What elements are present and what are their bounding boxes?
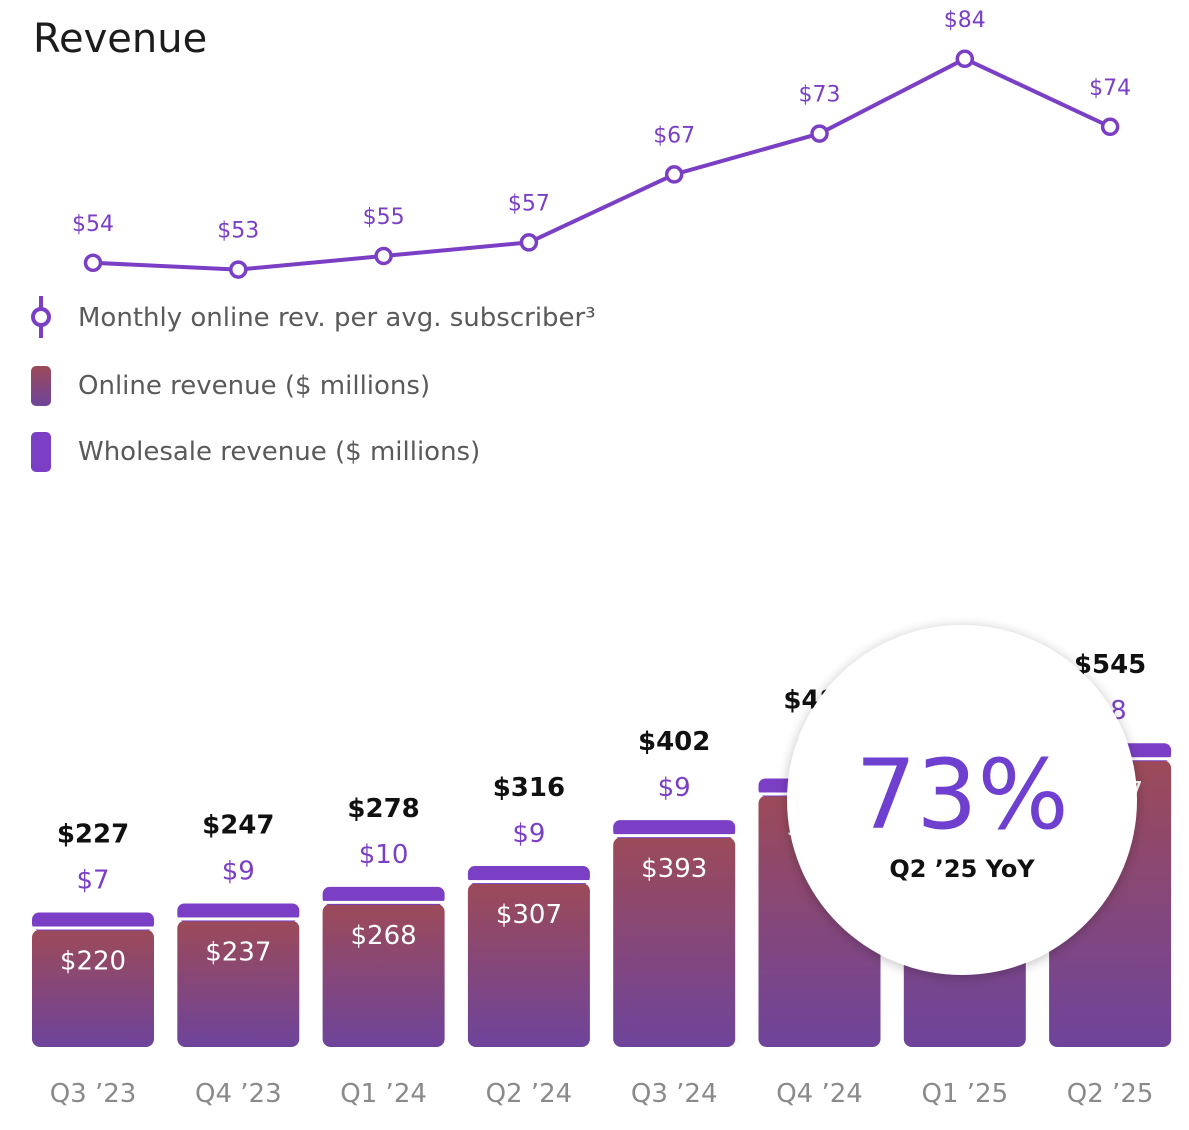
wholesale-revenue-bar — [177, 903, 300, 922]
wholesale-value-label: $9 — [512, 819, 545, 849]
line-point — [83, 253, 103, 273]
yoy-badge-value: 73% — [855, 739, 1068, 851]
line-point — [1100, 117, 1120, 137]
wholesale-value-label: $9 — [658, 773, 691, 803]
x-tick-label: Q4 ’23 — [195, 1079, 282, 1109]
wholesale-revenue-bar — [467, 866, 590, 885]
x-tick-label: Q3 ’23 — [50, 1079, 137, 1109]
legend-online-swatch — [31, 366, 51, 406]
online-revenue-bar — [613, 837, 736, 1047]
wholesale-value-label: $9 — [222, 856, 255, 886]
line-point — [664, 165, 684, 184]
total-value-label: $247 — [202, 810, 274, 840]
line-point — [374, 246, 393, 266]
line-value-label: $67 — [653, 123, 695, 148]
legend-marker-icon — [31, 307, 51, 327]
x-tick-label: Q4 ’24 — [776, 1079, 863, 1109]
wholesale-value-label: $7 — [76, 866, 109, 896]
line-point — [519, 233, 539, 252]
online-value-label: $268 — [351, 921, 417, 951]
yoy-badge: 73% Q2 ’25 YoY — [787, 625, 1137, 975]
line-point — [229, 260, 248, 279]
bar-separator — [32, 926, 154, 930]
legend-label-line: Monthly online rev. per avg. subscriber³ — [78, 303, 596, 333]
online-revenue-bar — [32, 929, 154, 1047]
total-value-label: $227 — [57, 820, 129, 850]
legend-label-online: Online revenue ($ millions) — [78, 371, 430, 401]
total-value-label: $545 — [1074, 650, 1146, 680]
legend: Monthly online rev. per avg. subscriber³… — [31, 296, 596, 472]
wholesale-revenue-bar — [613, 820, 736, 839]
wholesale-value-label: $10 — [359, 840, 409, 870]
x-tick-label: Q2 ’25 — [1067, 1079, 1154, 1109]
yoy-badge-caption: Q2 ’25 YoY — [889, 855, 1035, 883]
wholesale-revenue-bar — [32, 912, 154, 931]
online-value-label: $237 — [205, 937, 271, 967]
x-tick-label: Q1 ’25 — [921, 1079, 1008, 1109]
chart-title: Revenue — [33, 16, 207, 62]
total-value-label: $278 — [347, 794, 419, 824]
online-value-label: $307 — [496, 900, 562, 930]
total-value-label: $316 — [493, 773, 565, 803]
online-value-label: $220 — [60, 947, 126, 977]
legend-wholesale-swatch — [31, 432, 51, 472]
line-value-label: $73 — [799, 83, 841, 108]
online-revenue-bar — [467, 883, 590, 1047]
x-tick-label: Q3 ’24 — [631, 1079, 718, 1109]
online-value-label: $393 — [641, 854, 707, 884]
bar-separator — [177, 917, 300, 921]
x-tick-label: Q2 ’24 — [486, 1079, 573, 1109]
line-layer: $54 $53 $55 $57 $67 $73 $84 $74 — [72, 8, 1131, 279]
line-point — [955, 49, 975, 69]
bar-separator — [467, 880, 590, 884]
online-revenue-bar — [322, 903, 445, 1047]
x-tick-label: Q1 ’24 — [340, 1079, 427, 1109]
subscriber-revenue-line — [92, 56, 1111, 272]
line-value-label: $53 — [217, 219, 259, 244]
line-value-label: $74 — [1089, 76, 1131, 101]
line-point — [810, 124, 829, 143]
line-value-label: $54 — [72, 212, 114, 237]
wholesale-revenue-bar — [322, 886, 445, 905]
line-value-label: $57 — [508, 191, 550, 216]
line-value-label: $84 — [944, 8, 986, 33]
line-value-label: $55 — [363, 205, 405, 230]
yoy-badge-circle — [787, 625, 1137, 975]
legend-item-line: Monthly online rev. per avg. subscriber³ — [31, 296, 596, 338]
bar-separator — [322, 900, 445, 904]
legend-item-online: Online revenue ($ millions) — [31, 366, 430, 406]
bar-separator — [613, 834, 736, 838]
total-value-label: $402 — [638, 727, 710, 757]
legend-label-wholesale: Wholesale revenue ($ millions) — [78, 437, 480, 467]
online-revenue-bar — [177, 920, 300, 1047]
legend-item-wholesale: Wholesale revenue ($ millions) — [31, 432, 480, 472]
x-axis: Q3 ’23 Q4 ’23 Q1 ’24 Q2 ’24 Q3 ’24 Q4 ’24 Q1 ’… — [50, 1079, 1154, 1109]
